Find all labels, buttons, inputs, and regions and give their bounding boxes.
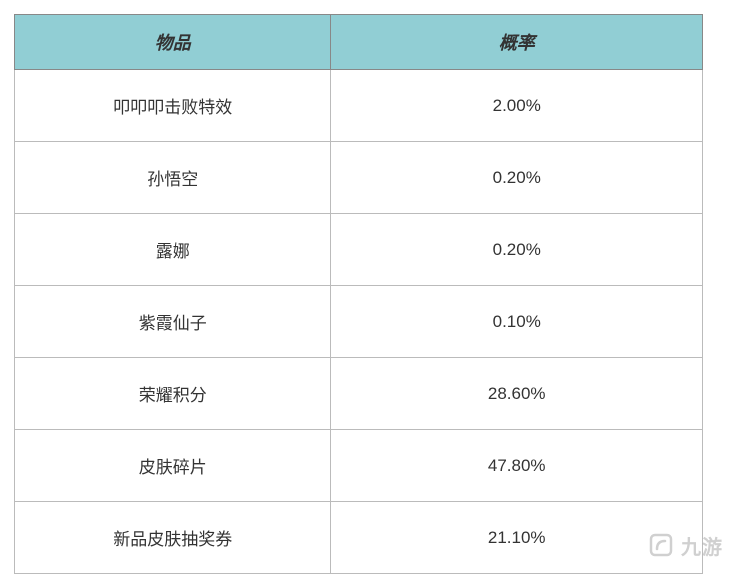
cell-item: 紫霞仙子 — [15, 286, 331, 358]
table-row: 孙悟空 0.20% — [15, 142, 703, 214]
table-row: 新品皮肤抽奖券 21.10% — [15, 502, 703, 574]
cell-rate: 47.80% — [331, 430, 703, 502]
cell-rate: 0.20% — [331, 142, 703, 214]
cell-item: 叩叩叩击败特效 — [15, 70, 331, 142]
table-row: 荣耀积分 28.60% — [15, 358, 703, 430]
header-item: 物品 — [15, 15, 331, 70]
table-container: 物品 概率 叩叩叩击败特效 2.00% 孙悟空 0.20% 露娜 0.20% 紫… — [0, 0, 733, 588]
jiuyou-logo-icon — [645, 529, 677, 561]
cell-item: 荣耀积分 — [15, 358, 331, 430]
cell-rate: 0.10% — [331, 286, 703, 358]
cell-rate: 0.20% — [331, 214, 703, 286]
table-row: 露娜 0.20% — [15, 214, 703, 286]
cell-item: 新品皮肤抽奖券 — [15, 502, 331, 574]
watermark-text: 九游 — [681, 531, 723, 560]
watermark: 九游 — [645, 529, 723, 561]
cell-rate: 2.00% — [331, 70, 703, 142]
drop-rate-table: 物品 概率 叩叩叩击败特效 2.00% 孙悟空 0.20% 露娜 0.20% 紫… — [14, 14, 703, 574]
table-header-row: 物品 概率 — [15, 15, 703, 70]
header-rate: 概率 — [331, 15, 703, 70]
table-row: 皮肤碎片 47.80% — [15, 430, 703, 502]
cell-item: 孙悟空 — [15, 142, 331, 214]
cell-rate: 28.60% — [331, 358, 703, 430]
table-row: 紫霞仙子 0.10% — [15, 286, 703, 358]
table-row: 叩叩叩击败特效 2.00% — [15, 70, 703, 142]
cell-item: 皮肤碎片 — [15, 430, 331, 502]
cell-item: 露娜 — [15, 214, 331, 286]
